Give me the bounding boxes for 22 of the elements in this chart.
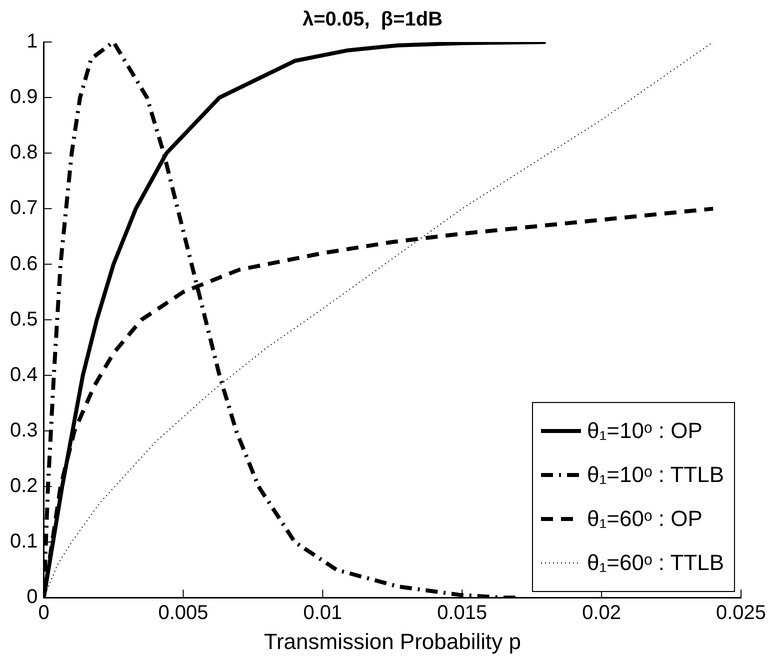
y-tick-label: 0 <box>26 586 38 608</box>
y-tick-label: 0.6 <box>10 252 38 275</box>
legend-label: θ₁=60ᵒ : OP <box>587 506 702 532</box>
x-tick-label: 0.025 <box>716 602 766 624</box>
x-tick-label: 0.015 <box>437 602 488 624</box>
y-tick-label: 0.5 <box>10 308 38 330</box>
legend-label: θ₁=10ᵒ : OP <box>587 418 702 444</box>
y-tick-label: 0.9 <box>10 86 38 108</box>
y-tick-label: 0.4 <box>10 364 38 386</box>
x-axis-title: Transmission Probability p <box>264 628 521 654</box>
x-tick-label: 0.02 <box>582 602 622 624</box>
legend-label: θ₁=60ᵒ : TTLB <box>587 550 724 576</box>
y-tick-label: 0.1 <box>10 530 38 553</box>
y-tick-label: 1 <box>26 30 38 53</box>
y-tick-label: 0.8 <box>10 142 38 164</box>
y-tick-label: 0.7 <box>10 197 38 220</box>
x-tick-label: 0.01 <box>303 602 342 624</box>
legend-label: θ₁=10ᵒ : TTLB <box>587 462 724 488</box>
y-tick-label: 0.2 <box>10 474 38 497</box>
x-tick-label: 0.005 <box>158 602 208 624</box>
chart-title: λ=0.05, β=1dB <box>302 8 443 31</box>
y-tick-label: 0.3 <box>10 419 38 442</box>
